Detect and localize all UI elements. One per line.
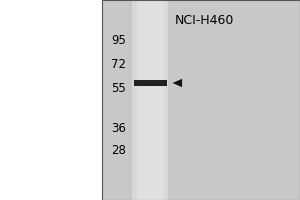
Polygon shape <box>172 79 182 87</box>
Text: NCI-H460: NCI-H460 <box>174 14 234 27</box>
Bar <box>102 0 300 200</box>
Bar <box>134 80 166 86</box>
Text: 72: 72 <box>111 58 126 71</box>
Text: 36: 36 <box>111 121 126 134</box>
Bar <box>132 0 168 200</box>
Text: 95: 95 <box>111 33 126 46</box>
Bar <box>102 0 300 200</box>
Text: 28: 28 <box>111 144 126 158</box>
Text: 55: 55 <box>111 82 126 95</box>
Bar <box>136 0 164 200</box>
